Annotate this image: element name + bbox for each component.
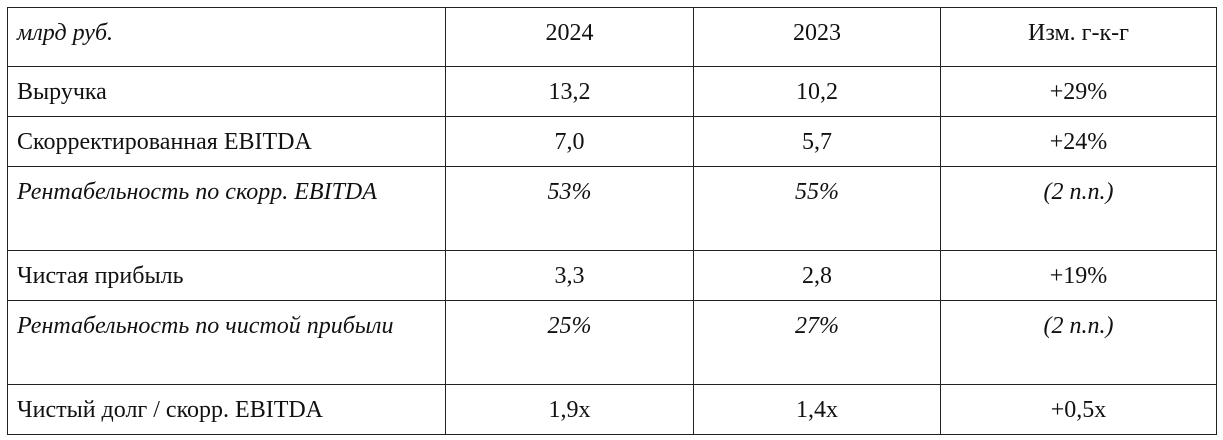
row-label: Выручка [7,66,446,117]
row: Рентабельность по скорр. EBITDA 53% 55% … [7,166,1217,251]
cell: 27% [693,300,941,385]
cell: 5,7 [693,116,941,167]
row-label: Чистый долг / скорр. EBITDA [7,384,446,435]
cell: 3,3 [445,250,694,301]
row-label: Рентабельность по чистой прибыли [7,300,446,385]
header-cell: 2024 [445,7,694,67]
cell: 2,8 [693,250,941,301]
row-label: Рентабельность по скорр. EBITDA [7,166,446,251]
cell: 7,0 [445,116,694,167]
header-cell: Изм. г-к-г [940,7,1217,67]
cell: 25% [445,300,694,385]
header-cell: 2023 [693,7,941,67]
cell: +0,5x [940,384,1217,435]
row: Рентабельность по чистой прибыли 25% 27%… [7,300,1217,385]
header-row: млрд руб. 2024 2023 Изм. г-к-г [7,7,1217,67]
cell: 10,2 [693,66,941,117]
cell: +19% [940,250,1217,301]
financial-table: млрд руб. 2024 2023 Изм. г-к-г Выручка 1… [7,7,1217,435]
header-cell: млрд руб. [7,7,446,67]
cell: (2 п.п.) [940,166,1217,251]
row: Выручка 13,2 10,2 +29% [7,66,1217,117]
cell: +29% [940,66,1217,117]
cell: 55% [693,166,941,251]
cell: 1,9x [445,384,694,435]
cell: 53% [445,166,694,251]
row: Чистый долг / скорр. EBITDA 1,9x 1,4x +0… [7,384,1217,435]
row-label: Скорректированная EBITDA [7,116,446,167]
cell: 1,4x [693,384,941,435]
cell: +24% [940,116,1217,167]
row: Чистая прибыль 3,3 2,8 +19% [7,250,1217,301]
row: Скорректированная EBITDA 7,0 5,7 +24% [7,116,1217,167]
cell: 13,2 [445,66,694,117]
cell: (2 п.п.) [940,300,1217,385]
row-label: Чистая прибыль [7,250,446,301]
